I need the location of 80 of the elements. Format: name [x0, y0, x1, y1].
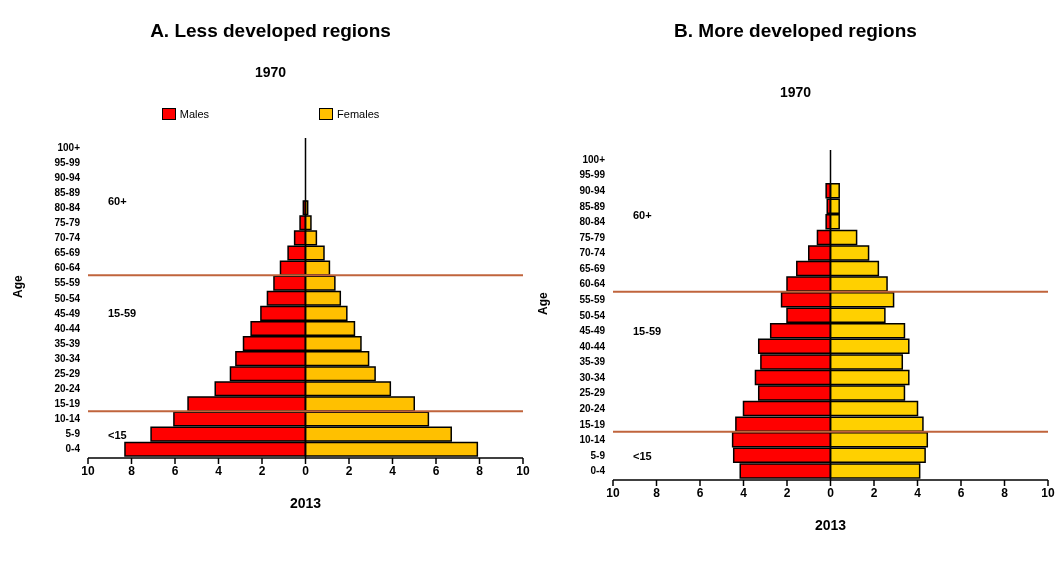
y-tick-label: 25-29: [579, 387, 606, 399]
y-tick-label: 75-79: [54, 217, 81, 229]
y-tick-label: 60-64: [54, 262, 81, 274]
x-tick-label: 8: [653, 485, 661, 500]
annotation: <15: [633, 449, 652, 462]
annotation: 15-59: [108, 307, 137, 319]
y-tick-label: 100+: [57, 141, 81, 153]
x-tick-label: 6: [432, 463, 440, 478]
legend-label: Males: [178, 108, 210, 120]
y-axis-title: Age: [536, 292, 551, 315]
chart-title: A. Less developed regions: [149, 20, 392, 42]
y-tick-label: 40-44: [54, 322, 81, 334]
y-tick-label: 0-4: [65, 443, 81, 455]
y-tick-label: 65-69: [579, 262, 606, 274]
y-tick-label: 80-84: [579, 216, 606, 228]
y-tick-label: 85-89: [54, 186, 81, 198]
y-tick-label: 85-89: [579, 200, 606, 212]
x-tick-label: 8: [1001, 485, 1009, 500]
y-tick-label: 45-49: [579, 325, 606, 337]
y-tick-label: 0-4: [590, 465, 606, 477]
annotation: <15: [108, 428, 127, 441]
x-tick-label: 4: [740, 485, 748, 500]
y-tick-label: 20-24: [54, 383, 81, 395]
y-tick-label: 50-54: [579, 309, 606, 321]
y-tick-label: 95-99: [54, 156, 81, 168]
x-tick-label: 10: [81, 463, 95, 478]
y-tick-label: 45-49: [54, 307, 81, 319]
y-tick-label: 15-19: [579, 418, 606, 430]
y-tick-label: 80-84: [54, 201, 81, 213]
y-tick-label: 30-34: [579, 371, 606, 383]
x-tick-label: 10: [516, 463, 530, 478]
x-axis-title: 2013: [289, 495, 322, 511]
chart-subtitle: 1970: [778, 84, 813, 100]
y-tick-label: 35-39: [54, 337, 81, 349]
y-tick-label: 70-74: [54, 232, 81, 244]
y-tick-label: 10-14: [579, 434, 606, 446]
y-tick-label: 5-9: [590, 449, 606, 461]
y-tick-label: 30-34: [54, 352, 81, 364]
x-tick-label: 0: [827, 485, 835, 500]
annotation: 60+: [108, 195, 127, 207]
x-tick-label: 6: [171, 463, 179, 478]
y-tick-label: 70-74: [579, 247, 606, 259]
y-tick-label: 75-79: [579, 231, 606, 243]
y-tick-label: 90-94: [54, 171, 81, 183]
y-tick-label: 100+: [582, 153, 606, 165]
chart-title: B. More developed regions: [673, 20, 918, 42]
x-tick-label: 2: [258, 463, 266, 478]
y-tick-label: 35-39: [579, 356, 606, 368]
x-tick-label: 0: [302, 463, 310, 478]
y-tick-label: 95-99: [579, 169, 606, 181]
y-tick-label: 55-59: [579, 293, 606, 305]
x-tick-label: 4: [389, 463, 397, 478]
x-tick-label: 10: [606, 485, 620, 500]
x-tick-label: 8: [476, 463, 484, 478]
y-axis-title: Age: [11, 275, 26, 298]
y-tick-label: 50-54: [54, 292, 81, 304]
y-tick-label: 10-14: [54, 413, 81, 425]
x-tick-label: 8: [128, 463, 136, 478]
y-tick-label: 55-59: [54, 277, 81, 289]
x-tick-label: 10: [1041, 485, 1055, 500]
x-tick-label: 6: [696, 485, 704, 500]
x-tick-label: 6: [957, 485, 965, 500]
x-tick-label: 4: [215, 463, 223, 478]
chart-subtitle: 1970: [253, 64, 288, 80]
y-tick-label: 40-44: [579, 340, 606, 352]
y-tick-label: 25-29: [54, 368, 81, 380]
y-tick-label: 60-64: [579, 278, 606, 290]
x-tick-label: 2: [870, 485, 878, 500]
x-axis-title: 2013: [814, 517, 847, 533]
y-tick-label: 5-9: [65, 428, 81, 440]
y-tick-label: 65-69: [54, 247, 81, 259]
x-tick-label: 2: [345, 463, 353, 478]
y-tick-label: 90-94: [579, 185, 606, 197]
x-tick-label: 2: [783, 485, 791, 500]
annotation: 15-59: [633, 324, 662, 337]
y-tick-label: 20-24: [579, 402, 606, 414]
annotation: 60+: [633, 209, 652, 221]
y-tick-label: 15-19: [54, 398, 81, 410]
legend-label: Females: [336, 108, 380, 120]
x-tick-label: 4: [914, 485, 922, 500]
